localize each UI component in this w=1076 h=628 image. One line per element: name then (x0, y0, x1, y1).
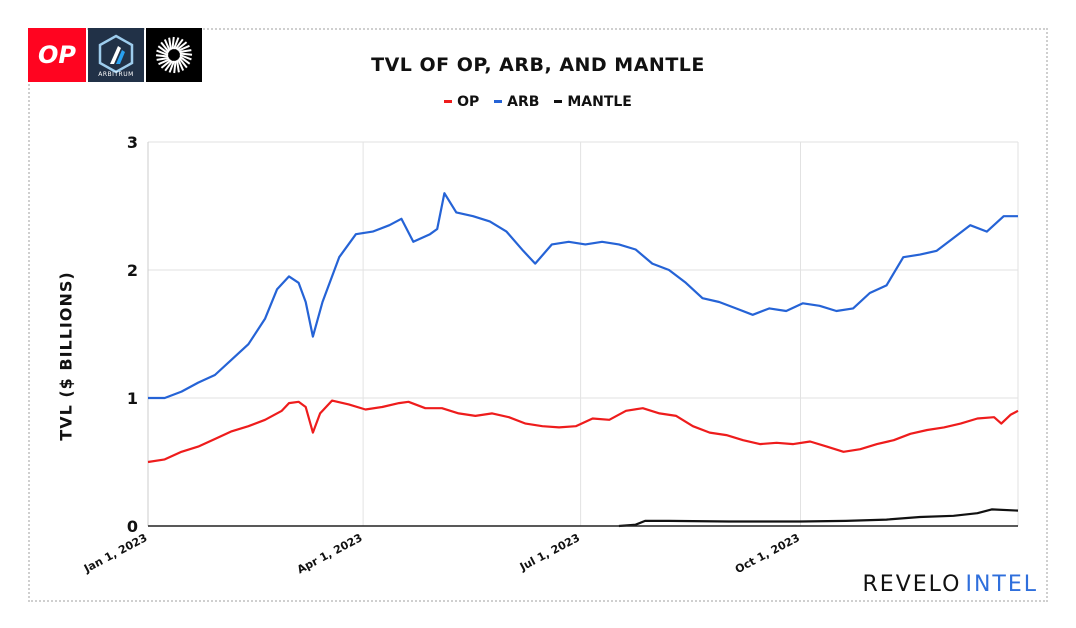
mantle-logo-ray (179, 54, 192, 61)
legend-swatch-mantle (554, 99, 563, 103)
mantle-logo-ray (174, 38, 184, 50)
series-line-mantle (618, 508, 1019, 528)
legend-label-arb: ARB (507, 94, 540, 110)
chart-title: TVL OF OP, ARB, AND MANTLE (371, 54, 705, 76)
mantle-logo-ray (176, 41, 188, 51)
mantle-logo-ray (178, 57, 188, 69)
mantle-logo-ray (156, 49, 169, 56)
mantle-logo-ray (168, 37, 172, 50)
legend-item-arb: ARB (494, 94, 544, 110)
mantle-logo-ray (179, 52, 193, 56)
brand-text-intel: INTEL (965, 572, 1038, 597)
arbitrum-logo-text: ARBITRUM (98, 71, 134, 78)
chart-frame (28, 28, 1048, 602)
arbitrum-icon (98, 34, 134, 74)
x-tick-label: Apr 1, 2023 (295, 531, 365, 576)
legend-item-op: OP (444, 94, 484, 110)
series-line-op (147, 399, 1019, 464)
mantle-logo-ray (156, 57, 169, 61)
mantle-logo-ray (173, 37, 180, 50)
mantle-logo (146, 28, 202, 82)
mantle-logo-ray (157, 45, 169, 55)
mantle-logo-ray (176, 60, 180, 73)
op-logo: OP (28, 28, 86, 82)
mantle-logo-ray (155, 54, 169, 58)
x-tick-label: Jan 1, 2023 (81, 531, 149, 576)
legend-swatch-arb (494, 99, 503, 103)
y-tick-label: 3 (127, 133, 138, 152)
legend-item-mantle: MANTLE (554, 94, 632, 110)
x-tick-label: Jul 1, 2023 (517, 531, 582, 574)
op-logo-text: OP (38, 41, 76, 69)
arbitrum-logo: ARBITRUM (88, 28, 144, 82)
mantle-logo-ray (171, 36, 175, 50)
mantle-logo-ray (179, 55, 191, 65)
legend-swatch-op (444, 99, 453, 103)
y-tick-label: 2 (127, 261, 138, 280)
mantle-logo-ray (163, 39, 171, 52)
brand-text-revelo: REVELO (862, 572, 962, 597)
mantle-logo-ray (160, 59, 172, 69)
mantle-logo-ray (173, 60, 177, 74)
legend-label-op: OP (457, 94, 480, 110)
legend-label-mantle: MANTLE (567, 94, 632, 110)
y-tick-label: 1 (127, 389, 138, 408)
mantle-logo-ray (160, 41, 170, 53)
mantle-logo-ray (177, 58, 185, 71)
mantle-logo-ray (168, 60, 175, 73)
mantle-logo-ray (179, 49, 192, 53)
mantle-icon (155, 36, 193, 74)
mantle-logo-ray (158, 58, 171, 66)
brand-logo: REVELO INTEL (863, 572, 1038, 597)
x-tick-label: Oct 1, 2023 (733, 531, 802, 576)
series-line-arb (148, 192, 1018, 400)
mantle-logo-ray (177, 44, 190, 52)
legend: OP ARB MANTLE (0, 94, 1076, 110)
y-tick-label: 0 (127, 517, 138, 536)
mantle-logo-ray (164, 60, 174, 72)
